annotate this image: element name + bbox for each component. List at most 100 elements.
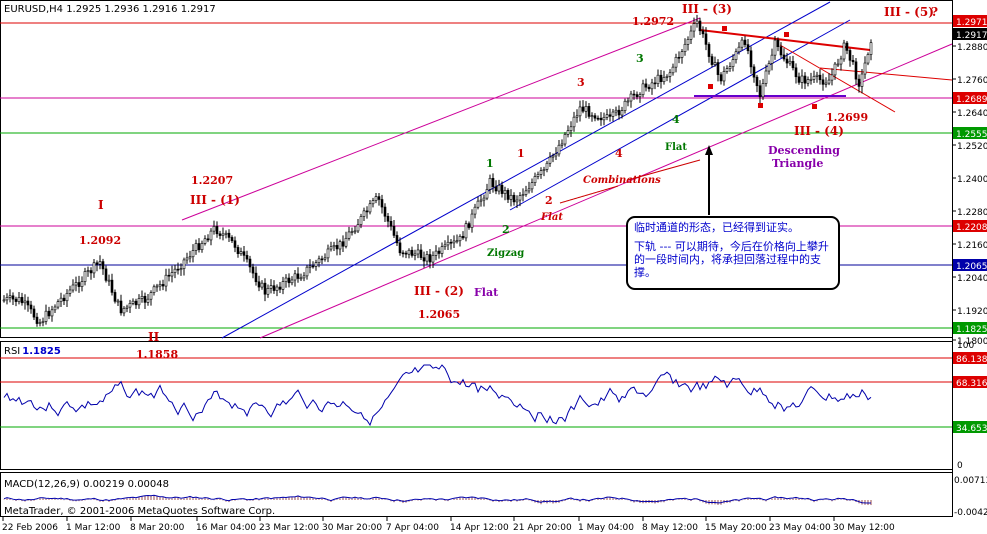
price-level-label: 1.2065 xyxy=(956,262,987,272)
candle-body xyxy=(656,74,660,84)
candle-body xyxy=(287,277,291,284)
candle-body xyxy=(92,262,96,274)
wave-label: 2 xyxy=(545,194,553,207)
candle-body xyxy=(446,241,450,246)
candle-body xyxy=(254,272,258,283)
candle-body xyxy=(641,83,645,96)
candle-body xyxy=(443,244,447,248)
candle-body xyxy=(281,281,285,290)
channel-upper-magenta xyxy=(181,17,701,221)
candle-body xyxy=(146,298,150,303)
candle-body xyxy=(578,106,582,117)
wave-label: 3 xyxy=(577,76,585,89)
candle-body xyxy=(839,58,843,65)
price-tick-label: 1.2760 xyxy=(957,76,987,86)
candle-body xyxy=(608,114,612,117)
candle-body xyxy=(239,251,243,255)
candle-body xyxy=(845,42,849,51)
candle-body xyxy=(617,109,621,116)
candle-body xyxy=(101,261,105,270)
candle-body xyxy=(188,256,192,259)
candle-body xyxy=(122,308,126,314)
candle-body xyxy=(203,238,207,244)
candle-body xyxy=(452,240,456,244)
candle-body xyxy=(806,79,810,84)
candle-body xyxy=(290,279,294,284)
candle-body xyxy=(686,39,690,45)
candle-body xyxy=(398,242,402,254)
candle-body xyxy=(743,39,747,45)
wave-label: 1.2092 xyxy=(79,234,121,247)
triangle-top-line xyxy=(699,29,871,51)
candle-body xyxy=(311,265,315,268)
candle-body xyxy=(107,279,111,282)
candle-body xyxy=(575,115,579,118)
candle-body xyxy=(626,100,630,103)
candle-body xyxy=(50,309,54,317)
time-tick-label: 15 May 20:00 xyxy=(705,523,767,533)
candle-body xyxy=(206,238,210,241)
rsi-name: RSI xyxy=(4,346,20,357)
macd-histogram xyxy=(3,495,872,506)
time-tick-label: 7 Apr 04:00 xyxy=(386,523,439,533)
candle-body xyxy=(98,261,102,265)
candle-body xyxy=(68,289,72,294)
candle-body xyxy=(83,271,87,282)
candle-body xyxy=(659,74,663,83)
candle-body xyxy=(833,63,837,76)
price-axis: 1.2880 1.2760 1.2640 1.2520 1.2400 1.2280 1.21… xyxy=(952,15,987,347)
candle-body xyxy=(773,39,777,56)
macd-tick-label: -0.00424 xyxy=(954,508,987,518)
candle-body xyxy=(710,56,714,65)
candle-body xyxy=(725,68,729,72)
candle-body xyxy=(707,44,711,57)
candle-body xyxy=(263,282,267,295)
candle-body xyxy=(215,226,219,235)
candle-body xyxy=(632,93,636,96)
price-tick-label: 1.2280 xyxy=(957,208,987,218)
candle-body xyxy=(224,232,228,235)
candle-body xyxy=(461,236,465,239)
time-tick-label: 23 Mar 12:00 xyxy=(259,523,319,533)
candle-body xyxy=(497,184,501,192)
time-axis: 22 Feb 2006 1 Mar 12:00 8 Mar 20:00 16 Mar … xyxy=(2,517,895,533)
wave-label: 1.2207 xyxy=(191,174,233,187)
candle-body xyxy=(251,266,255,274)
candle-body xyxy=(266,288,270,295)
price-level-label: 1.2971 xyxy=(956,18,987,28)
rsi-level-badge xyxy=(953,421,987,433)
wave-label: Triangle xyxy=(772,157,823,170)
candle-body xyxy=(479,199,483,202)
candle-body xyxy=(185,257,189,261)
candle-body xyxy=(830,74,834,81)
candle-body xyxy=(857,78,861,87)
candle-body xyxy=(242,251,246,256)
candle-body xyxy=(494,186,498,192)
candle-body xyxy=(284,277,288,282)
candle-body xyxy=(449,241,453,244)
candle-body xyxy=(638,94,642,98)
candle-body xyxy=(62,297,66,302)
candle-body xyxy=(413,253,417,256)
candle-body xyxy=(428,254,432,263)
candle-body xyxy=(740,39,744,48)
candle-body xyxy=(350,231,354,233)
candle-body xyxy=(566,130,570,135)
candle-body xyxy=(392,225,396,236)
candle-body xyxy=(80,281,84,287)
time-tick-label: 8 Mar 20:00 xyxy=(130,523,185,533)
candle-body xyxy=(803,75,807,84)
candle-body xyxy=(44,310,48,322)
candle-body xyxy=(677,56,681,59)
candle-body xyxy=(488,177,492,190)
candle-body xyxy=(155,285,159,288)
candle-body xyxy=(119,300,123,314)
candle-body xyxy=(293,273,297,281)
candle-body xyxy=(749,50,753,68)
candle-body xyxy=(320,258,324,261)
trend-line-red-2 xyxy=(779,44,896,113)
wave-label: Zigzag xyxy=(487,248,524,259)
candle-body xyxy=(41,321,45,323)
candle-body xyxy=(23,300,27,304)
